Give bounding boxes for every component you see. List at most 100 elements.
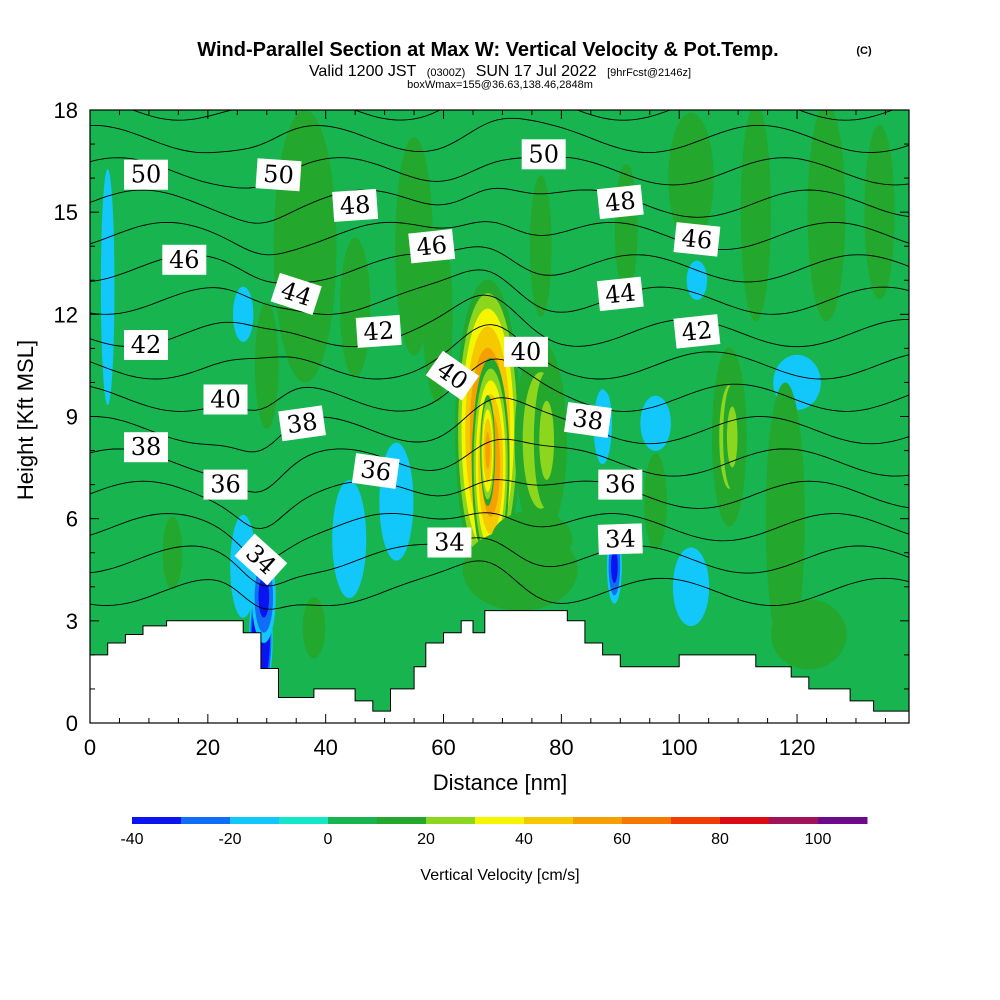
contour-label-box <box>596 276 644 312</box>
colorbar-swatch <box>475 817 525 824</box>
velocity-cell <box>232 286 254 342</box>
contour-label-box <box>124 159 168 190</box>
velocity-cell <box>644 453 667 550</box>
velocity-cell <box>611 549 618 584</box>
y-tick-label: 15 <box>54 200 78 225</box>
contour-label: 46 <box>673 222 721 257</box>
contour-label: 36 <box>598 469 643 500</box>
colorbar-swatch <box>524 817 574 824</box>
contour-label: 40 <box>203 384 248 415</box>
contour-label: 42 <box>124 330 168 360</box>
terrain <box>90 610 909 723</box>
contour-label-box <box>564 401 612 438</box>
colorbar-swatch <box>279 817 329 824</box>
colorbar-swatch <box>818 817 868 824</box>
velocity-cell <box>614 163 638 295</box>
contour-label-text: 38 <box>285 407 319 439</box>
colorbar-tick-label: 20 <box>417 831 435 848</box>
contour-label: 34 <box>427 527 472 558</box>
copyright-mark: (C) <box>856 45 872 57</box>
contour-label: 34 <box>597 523 643 555</box>
velocity-cell <box>539 400 555 480</box>
contour-label-box <box>332 188 379 222</box>
x-tick-label: 80 <box>549 735 573 760</box>
x-tick-label: 40 <box>313 735 337 760</box>
contour-label: 36 <box>351 453 400 489</box>
contour-label-text: 46 <box>680 224 713 255</box>
contour-label-text: 50 <box>528 140 559 168</box>
contour-label-box <box>278 405 326 442</box>
contour-label: 48 <box>332 188 379 222</box>
isentrope <box>90 479 909 530</box>
y-tick-label: 18 <box>54 98 78 123</box>
valid-time-utc: (0300Z) <box>427 67 466 79</box>
isentrope <box>90 221 909 256</box>
contour-label-text: 42 <box>131 331 162 359</box>
contour-label-box <box>673 222 721 257</box>
contour-label-text: 50 <box>131 161 162 189</box>
velocity-cell <box>491 510 573 568</box>
y-tick-label: 9 <box>66 405 78 430</box>
valid-date: SUN 17 Jul 2022 <box>476 63 597 80</box>
velocity-cell <box>807 110 846 322</box>
velocity-cell <box>771 599 847 670</box>
contour-label: 36 <box>203 469 248 500</box>
colorbar-swatch <box>132 817 182 824</box>
isentrope <box>90 187 909 224</box>
contour-label-text: 46 <box>169 246 200 274</box>
velocity-cell <box>740 110 771 322</box>
contour-label-text: 48 <box>339 190 371 220</box>
isentrope <box>90 560 909 610</box>
contour-label-text: 42 <box>680 316 713 347</box>
contour-label: 46 <box>162 244 207 275</box>
velocity-cell <box>765 382 805 655</box>
x-tick-label: 60 <box>431 735 455 760</box>
contour-label: 46 <box>408 228 456 264</box>
colorbar-swatch <box>181 817 231 824</box>
contour-label-box <box>162 244 207 275</box>
y-tick-label: 12 <box>54 302 78 327</box>
y-tick-label: 3 <box>66 609 78 634</box>
velocity-cell <box>529 175 552 318</box>
contour-label-text: 38 <box>571 404 605 436</box>
contour-label-text: 34 <box>434 529 465 557</box>
x-tick-label: 120 <box>779 735 816 760</box>
colorbar-tick-label: 100 <box>805 831 832 848</box>
contour-label-text: 48 <box>604 186 637 217</box>
contour-label: 42 <box>673 314 721 349</box>
x-axis: 0 20 40 60 80 100 120 <box>84 110 886 760</box>
velocity-cell <box>100 169 115 406</box>
y-axis-label: Height [Kft MSL] <box>13 340 38 500</box>
colorbar-tick-label: 80 <box>711 831 729 848</box>
velocity-cell <box>640 395 671 451</box>
velocity-cell <box>162 516 183 590</box>
contour-label-text: 36 <box>605 471 636 499</box>
isentrope <box>90 537 909 587</box>
colorbar-tick-label: 60 <box>613 831 631 848</box>
contour-label-text: 42 <box>362 316 394 346</box>
x-tick-label: 0 <box>84 735 96 760</box>
contour-label-text: 36 <box>359 455 393 487</box>
isentrope <box>90 324 909 380</box>
colorbar-swatch <box>328 817 378 824</box>
colorbar-swatch <box>769 817 819 824</box>
valid-time-prefix: Valid 1200 JST <box>309 63 417 80</box>
isentrope <box>90 156 909 189</box>
contour-label-text: 44 <box>604 278 637 309</box>
contour-label: 50 <box>521 139 566 170</box>
contour-label-text: 40 <box>210 386 241 414</box>
velocity-cell <box>302 597 326 659</box>
velocity-cell <box>332 480 367 599</box>
colorbar-swatch <box>377 817 427 824</box>
contour-label-box <box>597 523 643 555</box>
x-axis-label: Distance [nm] <box>433 770 568 795</box>
contour-label-text: 38 <box>131 433 162 461</box>
contour-label-box <box>203 384 248 415</box>
contour-label: 48 <box>596 184 644 220</box>
velocity-cell <box>726 406 738 468</box>
contour-label: 38 <box>124 432 168 463</box>
contour-label-box <box>234 533 288 586</box>
contour-label-box <box>270 272 322 315</box>
